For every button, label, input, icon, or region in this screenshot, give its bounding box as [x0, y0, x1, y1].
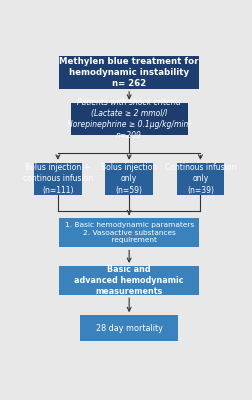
Text: Basic and
advanced hemodynamic
measurements: Basic and advanced hemodynamic measureme… [74, 265, 184, 296]
FancyBboxPatch shape [59, 266, 200, 295]
Text: Continous infusion
only
(n=39): Continous infusion only (n=39) [165, 163, 236, 194]
Text: Patients with shock criteria
(Lactate ≥ 2 mmol/l
Norepinephrine ≥ 0.1µg/kg/min)
: Patients with shock criteria (Lactate ≥ … [67, 98, 191, 140]
Text: 1. Basic hemodynamic paramaters
2. Vasoactive substances
    requirement: 1. Basic hemodynamic paramaters 2. Vasoa… [65, 222, 194, 243]
FancyBboxPatch shape [105, 163, 153, 195]
Text: Bolus injection +
continous infusion
(n=111): Bolus injection + continous infusion (n=… [23, 163, 93, 194]
Text: Methylen blue treatment for
hemodynamic instability
n= 262: Methylen blue treatment for hemodynamic … [59, 57, 199, 88]
Text: Bolus injection
only
(n=59): Bolus injection only (n=59) [101, 163, 157, 194]
FancyBboxPatch shape [176, 163, 224, 195]
Text: 28 day mortality: 28 day mortality [96, 324, 163, 333]
FancyBboxPatch shape [59, 56, 200, 89]
FancyBboxPatch shape [71, 103, 188, 135]
FancyBboxPatch shape [34, 163, 82, 195]
FancyBboxPatch shape [59, 218, 200, 248]
FancyBboxPatch shape [80, 315, 178, 341]
